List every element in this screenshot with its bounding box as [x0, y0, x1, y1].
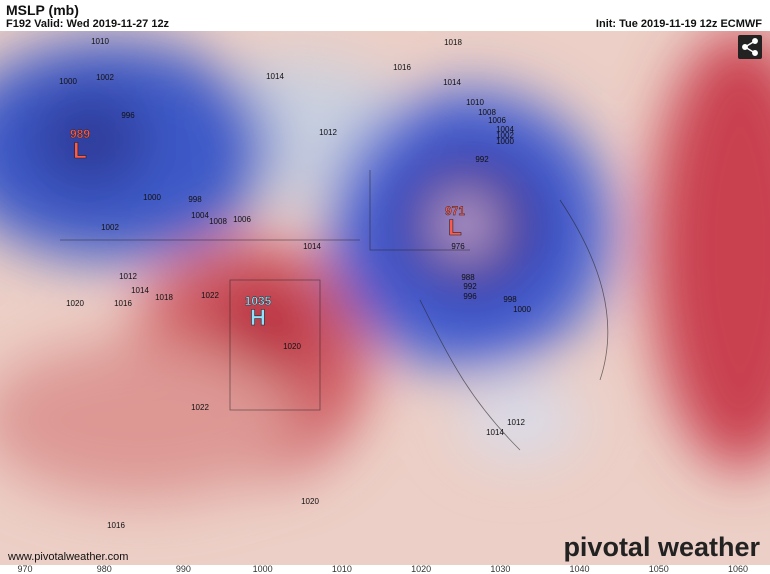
isobar-label: 1006	[233, 215, 251, 224]
center-symbol: H	[250, 305, 266, 330]
isobar-label: 1016	[114, 299, 132, 308]
isobar-label: 1014	[303, 242, 321, 251]
brand-logo: pivotal weather	[563, 532, 760, 562]
isobar-label: 1000	[143, 193, 161, 202]
isobar-label: 1002	[96, 73, 114, 82]
pressure-field	[0, 31, 770, 565]
center-value: 971	[445, 204, 465, 218]
colorbar-tick-label: 1040	[570, 564, 590, 574]
center-symbol: L	[73, 138, 86, 163]
isobar-label: 1022	[191, 403, 209, 412]
isobar-label: 1004	[496, 125, 514, 134]
isobar-label: 1020	[283, 342, 301, 351]
isobar-label: 998	[188, 195, 202, 204]
isobar-label: 1014	[443, 78, 461, 87]
colorbar-tick-label: 1060	[728, 564, 748, 574]
isobar-label: 996	[463, 292, 477, 301]
isobar-label: 1000	[513, 305, 531, 314]
isobar-label: 1010	[466, 98, 484, 107]
colorbar-tick-label: 1050	[649, 564, 669, 574]
colorbar-tick-label: 1020	[411, 564, 431, 574]
isobar-label: 1022	[201, 291, 219, 300]
isobar-label: 1020	[66, 299, 84, 308]
isobar-label: 976	[451, 242, 465, 251]
website: www.pivotalweather.com	[7, 551, 128, 563]
isobar-label: 992	[463, 282, 477, 291]
colorbar-tick-label: 970	[17, 564, 32, 574]
valid-time: F192 Valid: Wed 2019-11-27 12z	[6, 18, 170, 30]
isobar-label: 988	[461, 273, 475, 282]
isobar-label: 1012	[319, 128, 337, 137]
map-title: MSLP (mb)	[6, 2, 79, 18]
center-value: 1035	[245, 294, 272, 308]
center-value: 989	[70, 127, 90, 141]
isobar-label: 1016	[107, 521, 125, 530]
isobar-label: 1002	[101, 223, 119, 232]
colorbar-tick-label: 1030	[490, 564, 510, 574]
isobar-label: 1000	[59, 77, 77, 86]
isobar-label: 998	[503, 295, 517, 304]
isobar-label: 1014	[131, 286, 149, 295]
isobar-label: 996	[121, 111, 135, 120]
isobar-label: 1008	[478, 108, 496, 117]
share-button[interactable]	[738, 35, 762, 59]
isobar-label: 1020	[301, 497, 319, 506]
isobar-label: 1010	[91, 37, 109, 46]
isobar-label: 1014	[266, 72, 284, 81]
isobar-label: 1018	[155, 293, 173, 302]
isobar-label: 1014	[486, 428, 504, 437]
isobar-label: 1008	[209, 217, 227, 226]
colorbar-tick-label: 990	[176, 564, 191, 574]
isobar-label: 1012	[507, 418, 525, 427]
center-symbol: L	[448, 215, 461, 240]
isobar-label: 1004	[191, 211, 209, 220]
isobar-label: 1012	[119, 272, 137, 281]
init-time: Init: Tue 2019-11-19 12z ECMWF	[595, 18, 762, 30]
isobar-label: 1000	[496, 137, 514, 146]
isobar-label: 1018	[444, 38, 462, 47]
colorbar-tick-label: 1000	[253, 564, 273, 574]
isobar-label: 1016	[393, 63, 411, 72]
share-icon	[742, 38, 758, 56]
isobar-label: 1006	[488, 116, 506, 125]
isobar-label: 992	[475, 155, 489, 164]
colorbar-tick-label: 980	[97, 564, 112, 574]
colorbar-tick-label: 1010	[332, 564, 352, 574]
isobar-label: 1002	[496, 131, 514, 140]
